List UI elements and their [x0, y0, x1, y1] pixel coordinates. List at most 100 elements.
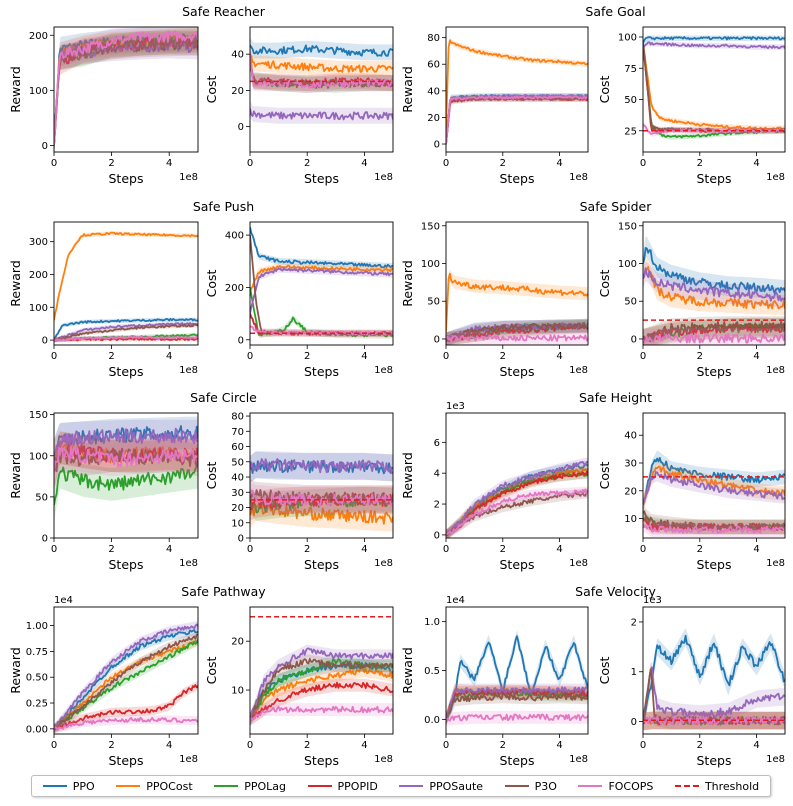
band-p3o	[54, 631, 198, 734]
line-focops	[250, 489, 393, 507]
band-ppo	[643, 450, 785, 512]
legend-label: P3O	[534, 779, 557, 793]
line-ppolag	[54, 464, 198, 506]
legend-label: PPOLag	[244, 779, 286, 793]
x-tick-label: 2	[500, 158, 506, 169]
line-p3o	[54, 633, 198, 730]
legend-item-threshold: Threshold	[674, 779, 760, 793]
y-tick-label: 0.0	[424, 715, 440, 726]
y-tick-label: 50	[231, 457, 244, 468]
line-p3o	[643, 320, 785, 341]
line-ppolag	[446, 95, 588, 145]
line-focops	[54, 446, 198, 473]
y-tick-label: 200	[29, 270, 48, 281]
x-offset-label: 1e8	[569, 365, 588, 376]
line-ppolag	[54, 639, 198, 730]
line-pposaute	[250, 267, 393, 314]
y-axis-label: Reward	[8, 66, 23, 113]
y-axis-label: Reward	[8, 647, 23, 694]
line-focops	[446, 713, 588, 722]
band-ppocost	[250, 263, 393, 297]
axes-frame	[642, 412, 786, 539]
legend-label: PPOPID	[337, 779, 378, 793]
x-tick-label: 0	[640, 544, 646, 555]
y-tick-label: 0	[42, 534, 48, 545]
legend-item-focops: FOCOPS	[578, 780, 653, 793]
panel-title: Safe Push	[193, 199, 254, 214]
line-focops	[54, 335, 198, 342]
y-tick-label: 0.00	[26, 724, 48, 735]
line-pposaute	[643, 267, 785, 302]
axes-frame	[445, 26, 589, 153]
y-tick-label: 6	[434, 438, 440, 449]
band-p3o	[643, 663, 785, 731]
y-tick-label: 100	[618, 259, 637, 270]
line-focops	[250, 705, 393, 721]
band-focops	[54, 715, 198, 734]
x-tick-label: 4	[753, 544, 759, 555]
legend-label: PPOCost	[146, 779, 193, 793]
y-tick-label: 70	[231, 427, 244, 438]
y-axis-label: Cost	[597, 270, 612, 298]
y-tick-label: 0	[238, 335, 244, 346]
x-tick-label: 4	[361, 740, 367, 751]
x-tick-label: 0	[247, 158, 253, 169]
y-tick-label: 60	[427, 60, 440, 71]
y-tick-label: 400	[225, 231, 244, 242]
x-offset-label: 1e8	[179, 172, 198, 183]
line-focops	[250, 54, 393, 89]
line-ppo	[54, 317, 198, 341]
panel-4: 0 2 4 0 100 200 300 Steps Reward 1e8 Safe Push	[8, 199, 254, 379]
y-tick-label: 100	[29, 303, 48, 314]
line-ppocost	[250, 667, 393, 720]
panel-7: 0 2 4 0 50 100 150 Steps Cost 1e8	[597, 221, 786, 379]
y-tick-label: 0	[631, 717, 637, 728]
y-tick-label: 0	[434, 334, 440, 345]
plot-area	[643, 450, 785, 537]
y-offset-label: 1e4	[54, 595, 73, 606]
legend-swatch	[674, 785, 699, 787]
x-tick-label: 2	[697, 158, 703, 169]
y-axis-label: Reward	[400, 452, 415, 499]
band-ppo	[250, 223, 393, 270]
y-tick-label: 0.75	[26, 647, 48, 658]
x-tick-label: 4	[166, 740, 172, 751]
line-pposaute	[446, 460, 588, 536]
y-tick-label: 150	[29, 410, 48, 421]
x-tick-label: 2	[697, 544, 703, 555]
band-ppocost	[250, 664, 393, 726]
x-tick-label: 2	[108, 158, 114, 169]
x-offset-label: 1e8	[569, 172, 588, 183]
x-tick-label: 4	[556, 351, 562, 362]
y-tick-label: 0	[434, 530, 440, 541]
legend: PPO PPOCost PPOLag PPOPID PPOSaute P3O FOCOPS T…	[31, 775, 771, 797]
band-pposaute	[643, 661, 785, 731]
y-tick-label: 2	[631, 617, 637, 628]
line-focops	[643, 123, 785, 135]
x-offset-label: 1e8	[179, 558, 198, 569]
line-focops	[54, 716, 198, 731]
band-ppo	[54, 317, 198, 343]
x-offset-label: 1e8	[766, 172, 785, 183]
band-ppopid	[54, 680, 198, 734]
x-tick-label: 0	[443, 544, 449, 555]
line-pposaute	[446, 686, 588, 720]
y-tick-label: 80	[427, 33, 440, 44]
x-axis-label: Steps	[109, 753, 144, 768]
y-tick-label: 10	[624, 514, 637, 525]
x-tick-label: 4	[753, 351, 759, 362]
panel-title: Safe Goal	[585, 4, 645, 19]
x-axis-label: Steps	[697, 753, 732, 768]
axes-frame	[53, 412, 199, 539]
x-axis-label: Steps	[500, 557, 535, 572]
x-axis-label: Steps	[697, 364, 732, 379]
x-tick-label: 4	[556, 158, 562, 169]
line-focops	[643, 715, 785, 726]
y-tick-label: 2	[434, 500, 440, 511]
panel-6: 0 2 4 0 50 100 150 Steps Reward 1e8 Safe Spider	[400, 199, 652, 379]
legend-label: Threshold	[704, 779, 760, 793]
band-p3o	[446, 95, 588, 147]
x-offset-label: 1e8	[766, 558, 785, 569]
line-pposaute	[643, 41, 785, 50]
